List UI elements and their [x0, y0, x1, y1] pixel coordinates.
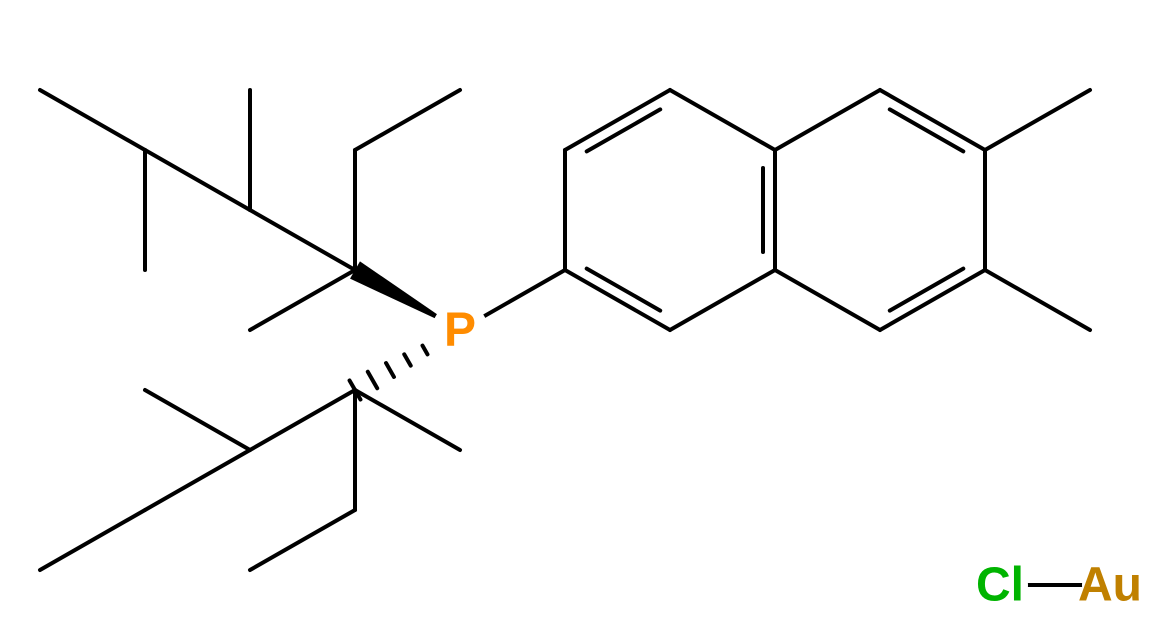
bond: [565, 90, 670, 150]
wedge-down-hash: [423, 346, 428, 355]
bond: [145, 390, 250, 450]
bond: [250, 390, 355, 450]
bond: [985, 90, 1090, 150]
bond: [250, 270, 355, 330]
wedge-down-hash: [404, 354, 410, 365]
atoms-layer: P Cl Au: [444, 304, 1142, 612]
bond: [565, 270, 670, 330]
bond: [355, 90, 460, 150]
bond: [775, 90, 880, 150]
bond: [40, 90, 145, 150]
bond: [355, 390, 460, 450]
bonds-layer: [40, 90, 1110, 585]
bond: [670, 270, 775, 330]
wedge-down-hash: [386, 363, 394, 377]
bond: [985, 270, 1090, 330]
molecule-diagram: P Cl Au: [0, 0, 1175, 637]
bond: [250, 510, 355, 570]
atom-label-p: P: [444, 304, 476, 357]
bond: [880, 90, 985, 150]
bond: [40, 510, 145, 570]
bond: [775, 270, 880, 330]
bond: [145, 450, 250, 510]
bond: [670, 90, 775, 150]
bond: [250, 210, 355, 270]
bond: [880, 270, 985, 330]
atom-label-cl: Cl: [976, 559, 1024, 612]
bond: [145, 150, 250, 210]
atom-label-au: Au: [1078, 559, 1142, 612]
wedge-down-hash: [368, 372, 377, 388]
